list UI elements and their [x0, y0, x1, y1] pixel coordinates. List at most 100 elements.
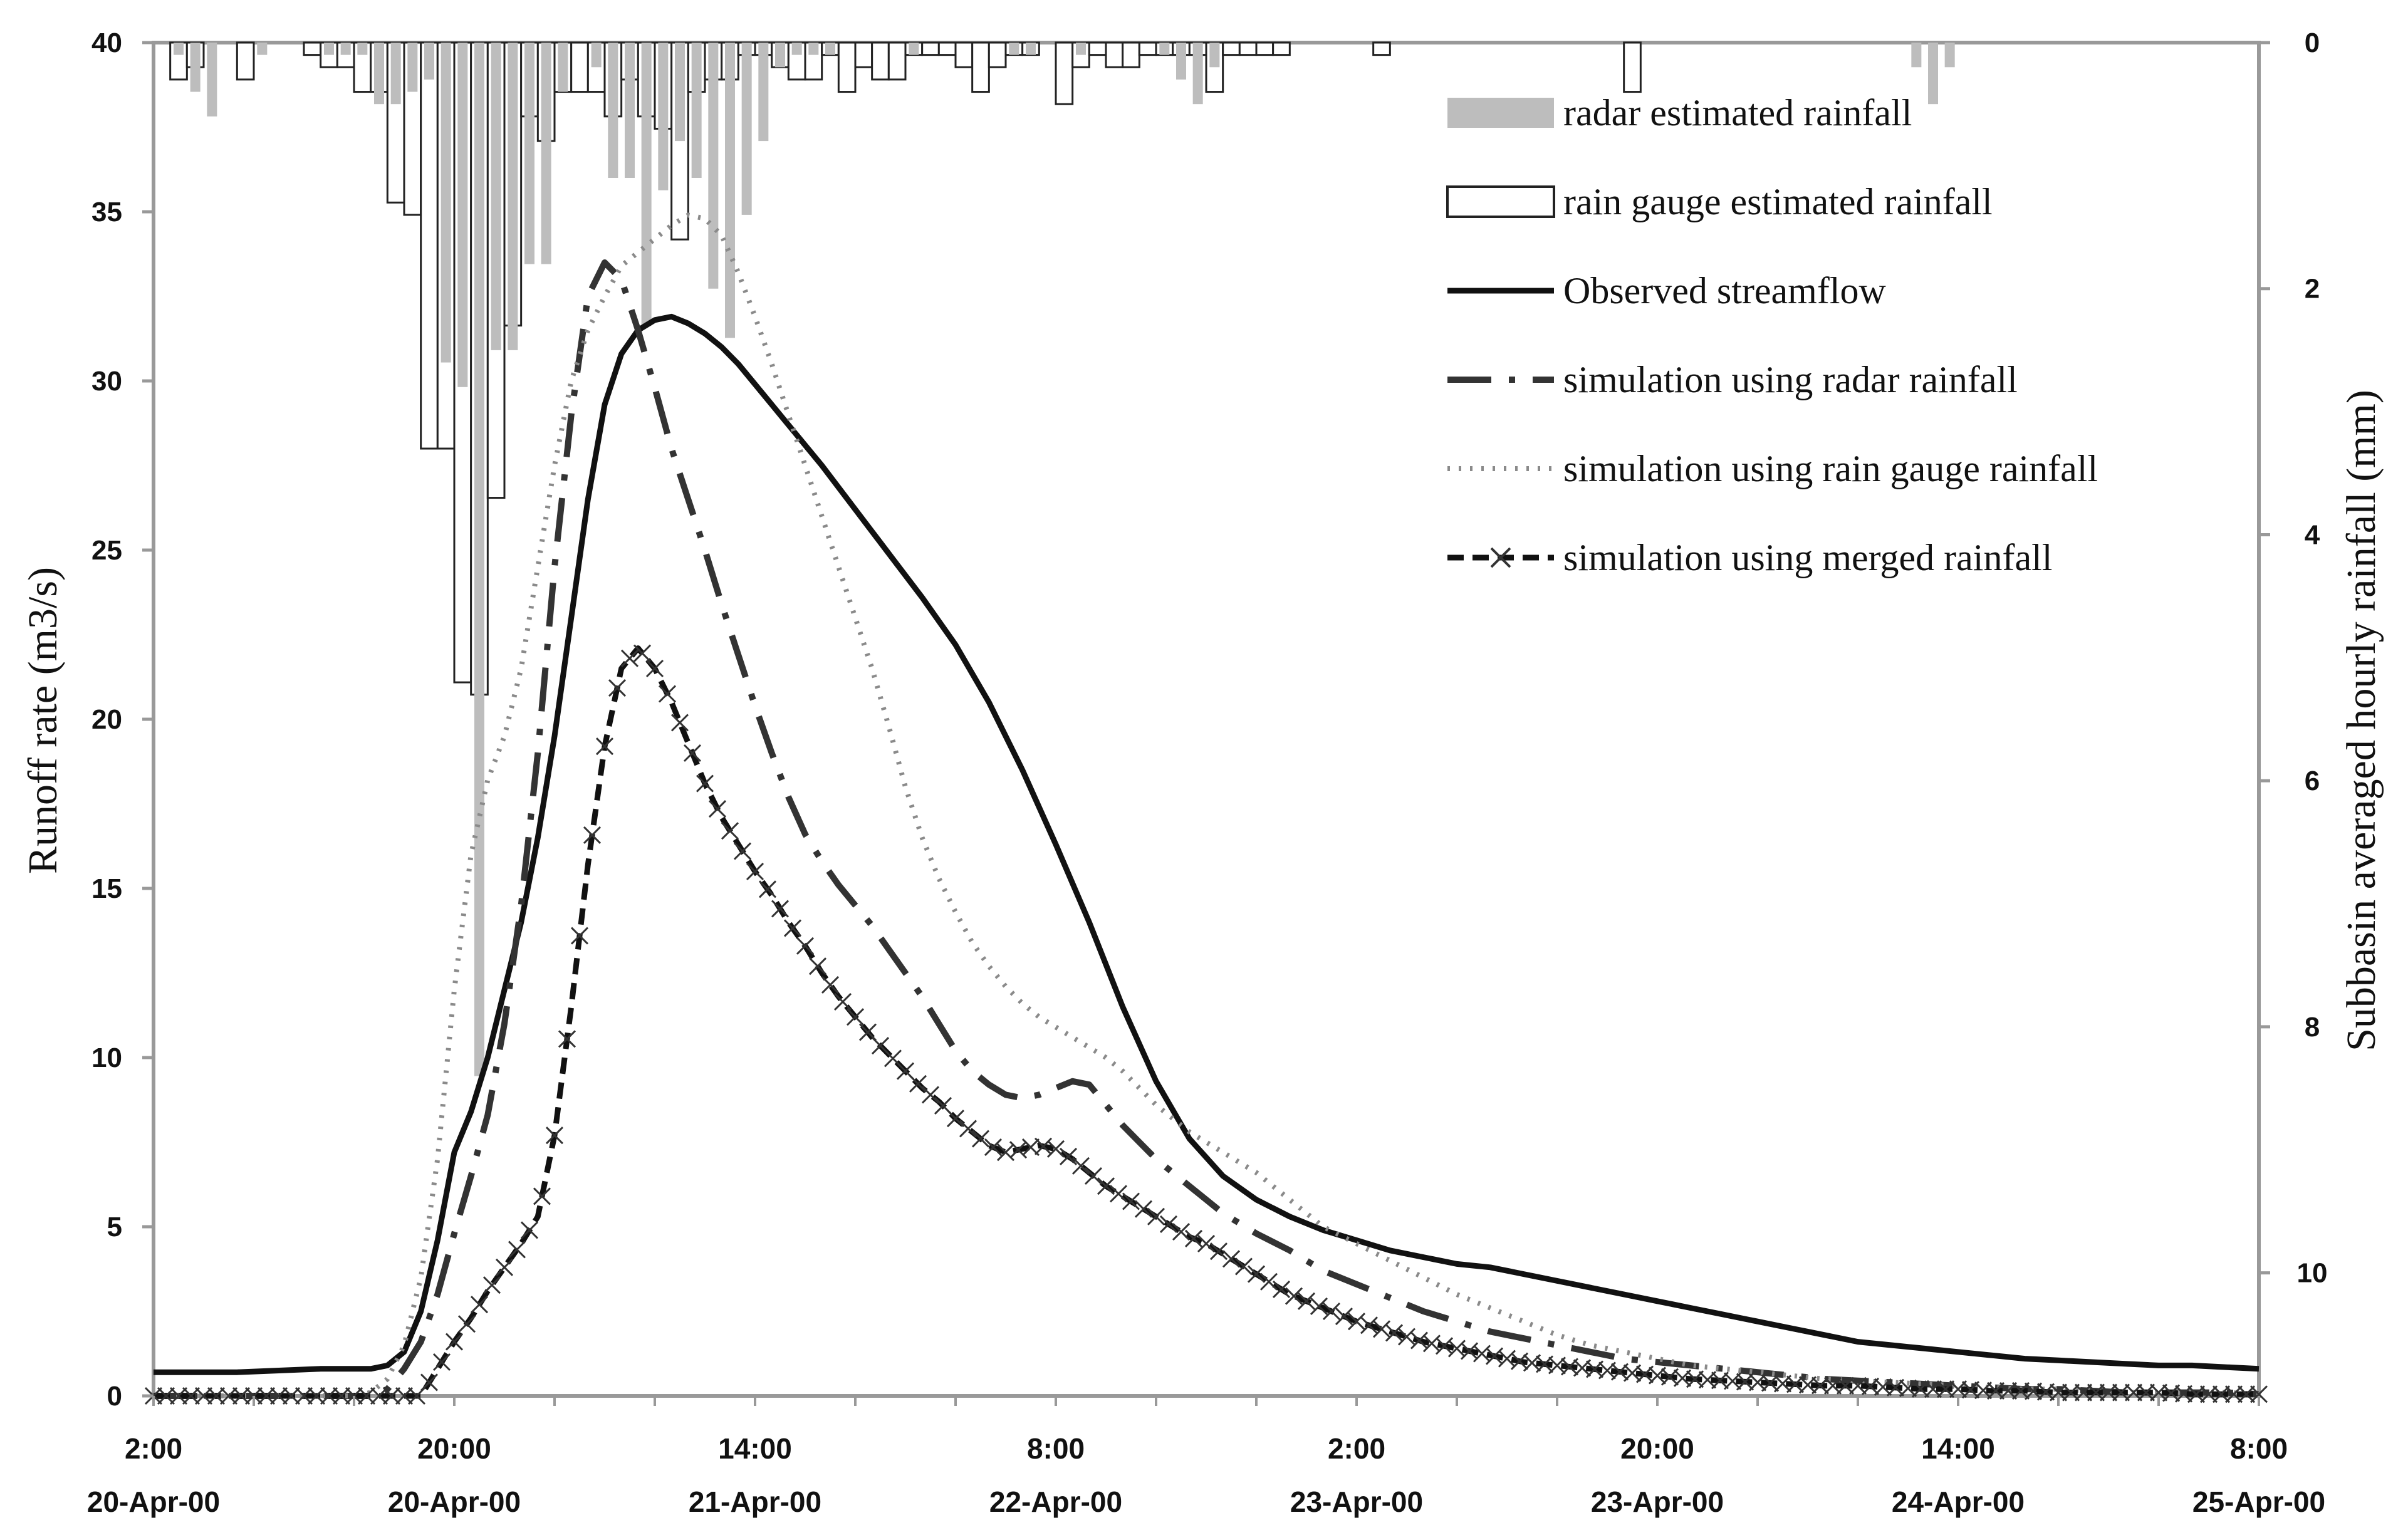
merged-x-marker: [207, 1387, 226, 1405]
merged-x-marker: [758, 880, 777, 898]
radar-rain-bar: [691, 43, 702, 178]
x-tick-time: 14:00: [1921, 1432, 1995, 1465]
x-tick-time: 8:00: [2230, 1432, 2288, 1465]
radar-rain-bar: [708, 43, 719, 289]
merged-x-marker: [846, 1008, 865, 1026]
radar-rain-bar: [1944, 43, 1955, 68]
merged-x-marker: [670, 714, 689, 732]
gauge-rain-bar: [1122, 41, 1140, 68]
merged-x-marker: [370, 1387, 388, 1405]
radar-rain-bar: [1209, 43, 1220, 68]
merged-x-marker: [520, 1221, 539, 1239]
merged-x-marker: [1397, 1328, 1416, 1346]
x-tick-date: 20-Apr-00: [87, 1485, 220, 1518]
legend-label-sim_merged: simulation using merged rainfall: [1563, 537, 2052, 578]
legend-label-gauge_rain: rain gauge estimated rainfall: [1563, 181, 1993, 222]
merged-x-marker: [1122, 1192, 1140, 1210]
merged-x-markers: [144, 644, 2268, 1405]
merged-x-marker: [1322, 1302, 1341, 1321]
x-tick-date: 22-Apr-00: [989, 1485, 1122, 1518]
merged-x-marker: [1222, 1250, 1241, 1268]
merged-x-marker: [921, 1086, 940, 1104]
merged-x-marker: [2099, 1383, 2118, 1402]
merged-x-marker: [1297, 1292, 1316, 1310]
y-tick-label: 10: [91, 1043, 122, 1073]
merged-x-marker: [1360, 1316, 1379, 1334]
merged-x-marker: [1823, 1376, 1842, 1395]
merged-x-marker: [959, 1120, 977, 1138]
merged-x-marker: [946, 1110, 965, 1128]
radar-rain-bar: [1928, 43, 1938, 105]
gauge-rain-bar: [1222, 41, 1241, 56]
merged-x-marker: [645, 659, 664, 678]
merged-x-marker: [1836, 1376, 1855, 1395]
merged-x-marker: [257, 1387, 276, 1405]
merged-x-marker: [1084, 1167, 1103, 1185]
merged-x-marker: [1272, 1280, 1291, 1298]
y-tick-label: 25: [91, 535, 122, 566]
merged-x-marker: [2249, 1385, 2268, 1403]
gauge-rain-bar: [1623, 41, 1642, 93]
radar-rain-bar: [725, 43, 735, 338]
merged-x-marker: [1999, 1381, 2018, 1400]
merged-x-marker: [495, 1258, 514, 1276]
x-tick-date: 23-Apr-00: [1591, 1485, 1724, 1518]
gauge-rain-bar: [854, 41, 873, 68]
gauge-rain-bar: [988, 41, 1007, 68]
y2-axis-title: Subbasin averaged hourly rainfall (mm): [2338, 390, 2384, 1051]
x-tick-date: 24-Apr-00: [1892, 1485, 2025, 1518]
radar-rain-bar: [1159, 43, 1170, 55]
x-tick-time: 20:00: [417, 1432, 491, 1465]
merged-x-marker: [2137, 1383, 2155, 1402]
y-tick-label: 40: [91, 28, 122, 58]
y2-tick-label: 10: [2297, 1258, 2328, 1289]
radar-rain-bar: [1176, 43, 1186, 80]
series-line-sim_gauge: [154, 212, 2260, 1398]
merged-x-marker: [1197, 1234, 1216, 1253]
merged-x-marker: [1209, 1242, 1228, 1261]
left-axis-ticks: 0 5 10 15 20 25 30 35 40: [91, 28, 154, 1412]
merged-x-marker: [658, 685, 677, 703]
merged-x-marker: [1046, 1140, 1065, 1158]
merged-x-marker: [332, 1387, 351, 1405]
radar-rain-bar: [558, 43, 568, 92]
merged-x-marker: [219, 1387, 238, 1405]
right-axis-ticks: 0 2 4 6 8 10: [2259, 28, 2327, 1289]
radar-rain-bar: [1192, 43, 1203, 105]
y2-tick-label: 0: [2305, 28, 2320, 58]
merged-x-marker: [1936, 1380, 1955, 1398]
radar-rain-bar: [1076, 43, 1086, 55]
merged-x-marker: [746, 862, 764, 881]
gauge-rain-bar: [1272, 41, 1291, 56]
radar-rain-bar: [474, 43, 484, 1076]
merged-x-marker: [194, 1387, 213, 1405]
gauge-rain-bar: [1055, 41, 1074, 105]
radar-rain-bar: [424, 43, 434, 80]
merged-x-marker: [821, 976, 840, 994]
merged-x-marker: [182, 1387, 201, 1405]
radar-rain-bar: [1009, 43, 1019, 55]
legend-label-radar_rain: radar estimated rainfall: [1563, 92, 1912, 133]
x-tick-time: 20:00: [1620, 1432, 1694, 1465]
merged-x-marker: [1184, 1229, 1203, 1247]
merged-x-marker: [1811, 1376, 1830, 1395]
merged-x-marker: [2062, 1383, 2080, 1402]
merged-x-marker: [708, 800, 727, 818]
legend-x-marker: [1490, 547, 1511, 568]
merged-x-marker: [1059, 1147, 1078, 1166]
x-tick-date: 25-Apr-00: [2192, 1485, 2325, 1518]
merged-x-marker: [269, 1387, 288, 1405]
merged-x-marker: [232, 1387, 251, 1405]
x-tick-time: 14:00: [718, 1432, 792, 1465]
merged-x-marker: [808, 957, 827, 976]
merged-x-marker: [420, 1373, 439, 1392]
radar-rain-bar: [625, 43, 635, 178]
merged-x-marker: [457, 1315, 476, 1333]
y-tick-label: 20: [91, 704, 122, 735]
merged-x-marker: [395, 1387, 414, 1405]
radar-rain-bar: [775, 43, 785, 68]
merged-x-marker: [1372, 1320, 1391, 1338]
y-tick-label: 15: [91, 873, 122, 904]
legend-swatch-gauge: [1446, 185, 1555, 218]
merged-x-marker: [1159, 1215, 1178, 1234]
